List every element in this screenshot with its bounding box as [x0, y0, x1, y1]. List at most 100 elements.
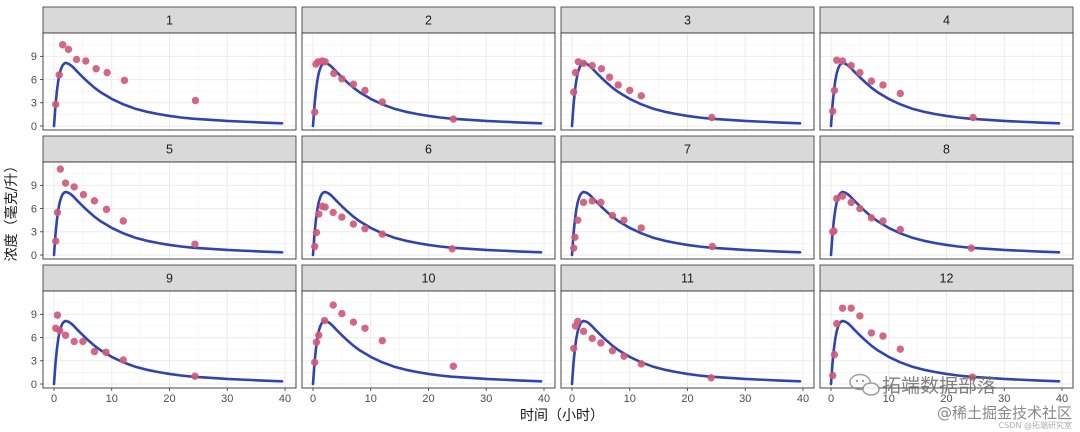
- data-point: [896, 225, 904, 234]
- data-point: [637, 360, 645, 368]
- data-point: [102, 205, 111, 214]
- data-point: [56, 165, 65, 173]
- y-tick-label: 9: [31, 51, 37, 63]
- panel-border: [819, 161, 1074, 260]
- data-point: [61, 331, 70, 339]
- facet-strip-label: 4: [943, 14, 950, 28]
- data-point: [349, 80, 358, 88]
- data-point: [58, 41, 67, 49]
- data-point: [320, 316, 329, 325]
- data-point: [847, 304, 855, 312]
- data-point: [879, 217, 887, 225]
- facet-panel-5: 5 0 3 6 9: [31, 135, 297, 262]
- facet-panel-10: 10 0 10 20 30 40: [301, 264, 556, 405]
- data-point: [449, 362, 458, 370]
- facet-strip: [301, 135, 556, 163]
- x-tick-label: 20: [163, 393, 175, 405]
- data-point: [64, 45, 73, 54]
- data-point: [330, 69, 338, 78]
- data-point: [90, 197, 99, 205]
- data-point: [349, 220, 358, 228]
- data-point: [102, 348, 110, 356]
- data-point: [967, 244, 976, 252]
- data-point: [571, 68, 580, 77]
- facet-panel-4: 4: [819, 6, 1074, 131]
- data-point: [349, 318, 358, 326]
- facet-strip-label: 1: [166, 14, 173, 28]
- data-point: [879, 332, 887, 340]
- y-tick-label: 3: [31, 356, 37, 368]
- facet-panel-9: 9 0 3 6 9 0 10 20 30 40: [31, 264, 297, 405]
- facet-strip-label: 2: [425, 14, 432, 28]
- data-point: [879, 81, 887, 89]
- data-point: [708, 242, 717, 251]
- data-point: [637, 92, 645, 100]
- fitted-curve-line: [311, 319, 543, 386]
- panel-border: [560, 161, 815, 260]
- data-point: [82, 57, 90, 65]
- facet-strip: [819, 135, 1074, 163]
- x-tick-label: 20: [940, 393, 952, 405]
- data-point: [321, 58, 329, 66]
- y-tick-label: 0: [31, 121, 37, 133]
- data-point: [830, 350, 839, 359]
- data-point: [574, 216, 582, 224]
- facet-strip: [42, 264, 297, 292]
- data-point: [847, 61, 855, 70]
- panel-border: [560, 32, 815, 131]
- y-tick-label: 0: [31, 379, 37, 391]
- data-point: [833, 56, 841, 64]
- data-point: [833, 319, 841, 328]
- facet-panel-6: 6: [301, 135, 556, 260]
- watermark-wechat-text: 拓端数据部落: [882, 375, 996, 397]
- data-point: [620, 352, 628, 360]
- data-point: [311, 242, 319, 251]
- data-point: [119, 217, 128, 225]
- facet-strip-label: 10: [422, 272, 436, 286]
- watermark-csdn: CSDN @拓端研究室: [999, 420, 1072, 430]
- data-point: [829, 371, 837, 380]
- x-tick-label: 10: [365, 393, 377, 405]
- facet-strip-label: 9: [166, 272, 173, 286]
- data-point: [312, 228, 321, 237]
- data-point: [574, 317, 582, 326]
- data-point: [72, 55, 81, 64]
- data-point: [52, 237, 60, 245]
- x-tick-label: 40: [538, 393, 550, 405]
- data-point: [969, 113, 977, 122]
- y-tick-label: 3: [31, 227, 37, 239]
- y-tick-label: 6: [31, 332, 37, 344]
- data-point: [637, 224, 645, 232]
- data-point: [338, 213, 346, 221]
- data-point: [315, 331, 323, 339]
- x-tick-label: 10: [106, 393, 118, 405]
- data-point: [707, 374, 715, 382]
- facet-strip-label: 8: [943, 143, 950, 157]
- data-point: [847, 198, 855, 207]
- data-point: [856, 68, 864, 77]
- panel-border: [301, 161, 556, 260]
- data-point: [103, 68, 111, 77]
- facet-panel-12: 12 0 10 20 30 40: [819, 264, 1074, 405]
- data-point: [79, 337, 87, 346]
- y-tick-label: 9: [31, 309, 37, 321]
- data-point: [55, 71, 63, 79]
- data-point: [708, 113, 716, 122]
- x-tick-label: 20: [681, 393, 693, 405]
- facet-strip-label: 11: [681, 272, 694, 286]
- y-axis-title: 浓度（毫克/升）: [3, 159, 20, 262]
- x-tick-label: 20: [422, 393, 434, 405]
- data-point: [53, 208, 62, 217]
- data-point: [614, 81, 622, 89]
- data-point: [597, 198, 605, 207]
- data-point: [605, 73, 614, 81]
- facet-strip: [301, 264, 556, 292]
- data-point: [968, 373, 977, 381]
- facet-panel-3: 3: [560, 6, 815, 131]
- x-tick-label: 0: [310, 393, 316, 405]
- data-point: [311, 358, 319, 367]
- wechat-icon: [849, 373, 880, 396]
- data-point: [120, 76, 129, 85]
- watermark-juejin: @稀土掘金技术社区: [937, 404, 1072, 422]
